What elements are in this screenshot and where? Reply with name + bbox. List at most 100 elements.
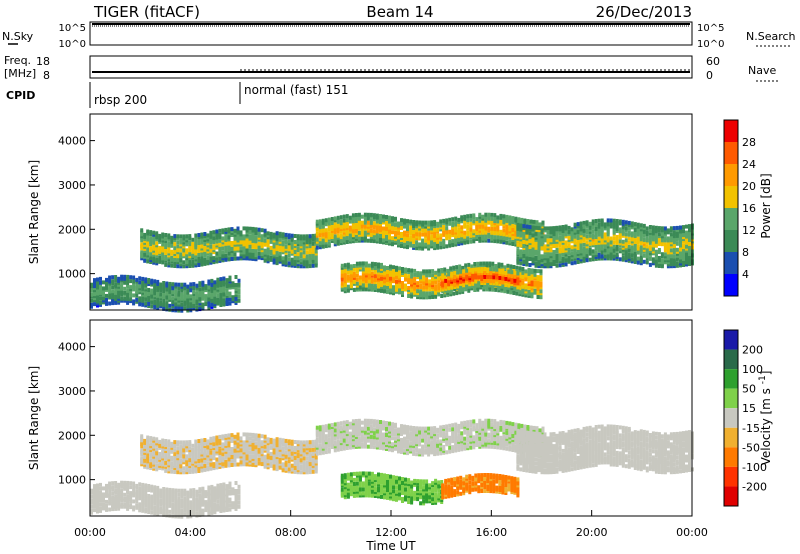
power-cell: [428, 279, 432, 284]
power-cell: [96, 277, 99, 282]
power-cell: [237, 294, 241, 299]
power-cell: [192, 282, 196, 287]
power-cell: [111, 275, 115, 280]
power-cell: [621, 229, 625, 234]
power-cell: [585, 240, 589, 245]
power-cell: [245, 248, 249, 253]
freq-panel: Freq. [MHz] 18 8 60 0 Nave: [4, 54, 778, 82]
power-cell: [437, 268, 441, 273]
power-cell: [533, 288, 537, 293]
power-cell: [108, 301, 112, 306]
power-cell: [218, 232, 222, 237]
power-cell: [627, 240, 631, 245]
power-cell: [129, 275, 133, 280]
velocity-cell: [96, 505, 99, 510]
velocity-cell: [170, 469, 174, 474]
power-cell: [415, 220, 419, 225]
velocity-cell: [165, 487, 169, 492]
power-cell: [500, 262, 504, 267]
power-cell: [150, 288, 154, 293]
power-cell: [487, 212, 491, 217]
power-cell: [311, 245, 315, 250]
power-cell: [467, 262, 471, 267]
power-cell: [230, 241, 234, 245]
power-cell: [333, 222, 337, 227]
power-cell: [189, 294, 193, 299]
power-cell: [149, 236, 153, 241]
power-cell: [679, 233, 682, 238]
power-cell: [555, 253, 559, 258]
velocity-cell: [195, 511, 199, 516]
power-cell: [456, 270, 460, 275]
power-cell: [215, 229, 219, 234]
power-cell: [293, 240, 297, 244]
power-cell: [444, 282, 448, 287]
power-cell: [448, 229, 452, 234]
power-cell: [380, 262, 383, 267]
velocity-cell: [150, 510, 154, 515]
power-cell: [540, 258, 544, 263]
power-cell: [351, 213, 355, 218]
velocity-cell: [216, 483, 220, 488]
power-cell: [685, 244, 688, 249]
power-cell: [90, 292, 93, 297]
power-cell: [461, 265, 465, 270]
power-cell: [672, 230, 676, 235]
power-cell: [195, 291, 199, 296]
power-cell: [624, 252, 628, 257]
power-cell: [418, 232, 422, 237]
velocity-cell: [176, 450, 180, 455]
power-cell: [428, 295, 432, 300]
power-cell: [540, 228, 544, 233]
velocity-cell: [111, 491, 115, 496]
power-cell: [576, 250, 580, 254]
velocity-cell: [129, 503, 133, 508]
power-cell: [135, 283, 139, 288]
power-cell: [343, 263, 347, 268]
velocity-cell: [198, 493, 202, 498]
power-cell: [642, 223, 646, 228]
power-cell: [140, 250, 144, 255]
power-cell: [532, 219, 536, 224]
power-cell: [149, 230, 153, 235]
power-cell: [633, 222, 637, 227]
velocity-cell: [165, 509, 169, 514]
power-cell: [582, 224, 586, 229]
power-cell: [415, 240, 419, 245]
power-cell: [366, 220, 370, 225]
power-cell: [505, 240, 509, 245]
power-cell: [588, 221, 592, 226]
power-cell: [522, 244, 526, 248]
power-cell: [470, 264, 474, 269]
power-cell: [527, 267, 531, 272]
velocity-cell: [114, 488, 118, 493]
power-cell: [537, 250, 541, 255]
power-cell: [511, 224, 515, 228]
power-cell: [176, 264, 180, 269]
power-cell: [576, 236, 580, 240]
power-cell: [491, 261, 495, 266]
velocity-cell: [173, 452, 177, 457]
power-cell: [636, 256, 640, 261]
power-cell: [386, 266, 389, 270]
velocity-cell: [149, 452, 153, 457]
power-cell: [513, 270, 517, 275]
velocity-cell: [120, 502, 124, 507]
power-cell: [108, 275, 112, 280]
power-cell: [318, 219, 322, 224]
power-cell: [251, 232, 255, 237]
power-cell: [102, 296, 105, 301]
power-cell: [360, 214, 364, 219]
power-cell: [488, 261, 492, 266]
power-cell: [576, 260, 580, 264]
power-cell: [516, 248, 520, 253]
power-cell: [651, 257, 655, 262]
velocity-cell: [168, 487, 172, 492]
power-cell: [466, 214, 470, 219]
power-cell: [392, 265, 395, 270]
power-cell: [212, 244, 216, 249]
velocity-cell: [207, 497, 211, 502]
power-cell: [209, 252, 213, 257]
power-cell: [171, 296, 175, 301]
power-cell: [99, 300, 102, 305]
